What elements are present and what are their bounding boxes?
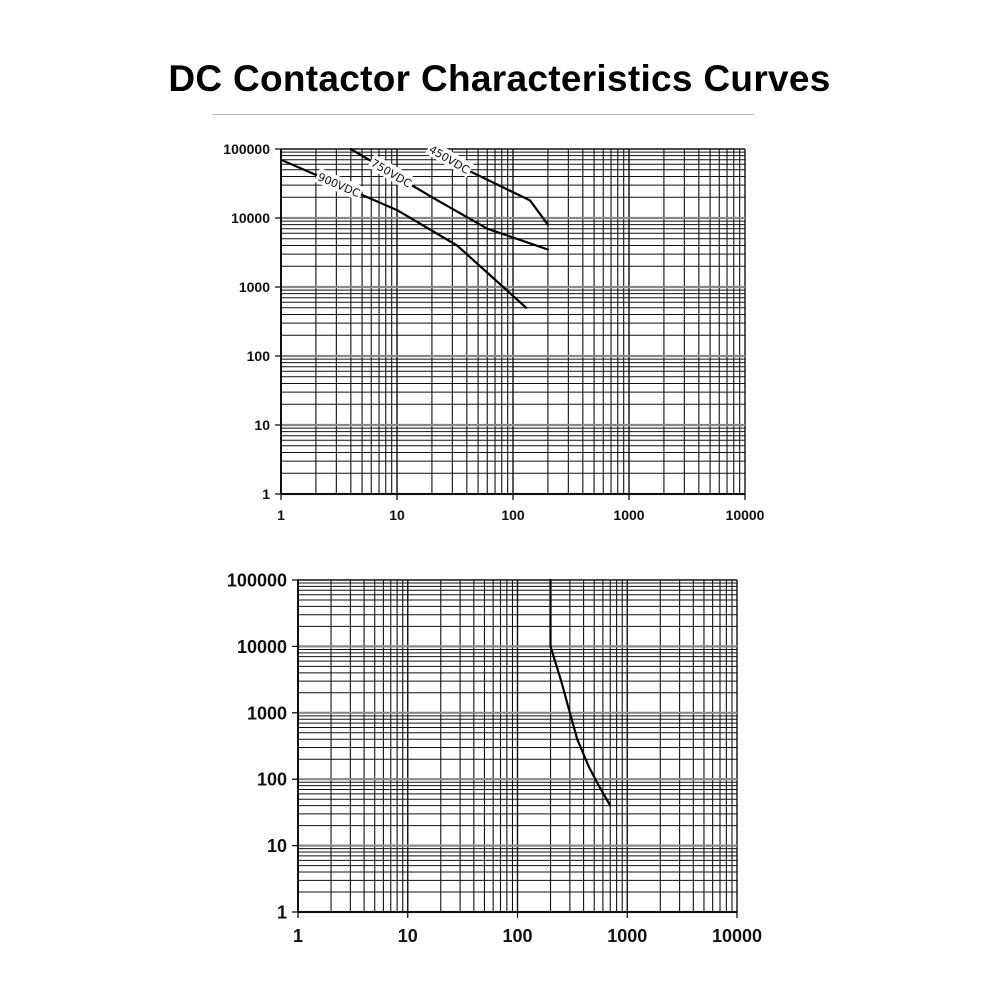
chart0-panel — [211, 137, 785, 532]
chart0-y-tick-label: 100 — [247, 348, 271, 364]
chart0-x-tick-label: 10 — [389, 507, 405, 523]
chart1-x-tick-label: 100 — [502, 926, 532, 946]
chart1-y-tick-label: 1 — [277, 902, 287, 922]
chart0-x-tick-label: 100 — [501, 507, 525, 523]
chart0-y-tick-label: 10000 — [231, 210, 270, 226]
chart1-y-tick-label: 100000 — [227, 570, 287, 590]
chart0-series-label-bg — [314, 167, 365, 201]
chart1-x-tick-label: 10000 — [712, 926, 762, 946]
chart1-y-tick-label: 10000 — [237, 637, 287, 657]
chart0-grid — [280, 148, 746, 496]
chart1-y-tick-label: 10 — [267, 836, 287, 856]
chart1-y-tick-label: 1000 — [247, 703, 287, 723]
chart1-x-tick-label: 1000 — [607, 926, 647, 946]
chart1-series-line-0 — [549, 578, 612, 807]
page-title: DC Contactor Characteristics Curves — [168, 58, 831, 99]
chart0-y-tick-label: 100000 — [223, 141, 270, 157]
chart1-x-tick-label: 10 — [398, 926, 418, 946]
chart0-y-tick-label: 1 — [262, 486, 270, 502]
chart0-x-tick-label: 1000 — [613, 507, 644, 523]
chart0-series-label-bg — [367, 153, 417, 192]
chart1-grid — [297, 579, 738, 914]
chart1-x-tick-label: 1 — [293, 926, 303, 946]
title-divider — [212, 114, 754, 115]
chart0-x-tick-label: 1 — [277, 507, 285, 523]
chart0-series-label-bg — [425, 140, 475, 178]
chart0-x-tick-label: 10000 — [726, 507, 765, 523]
chart1-y-tick-label: 100 — [257, 770, 287, 790]
chart0-y-tick-label: 10 — [254, 417, 270, 433]
chart0-y-tick-label: 1000 — [239, 279, 270, 295]
